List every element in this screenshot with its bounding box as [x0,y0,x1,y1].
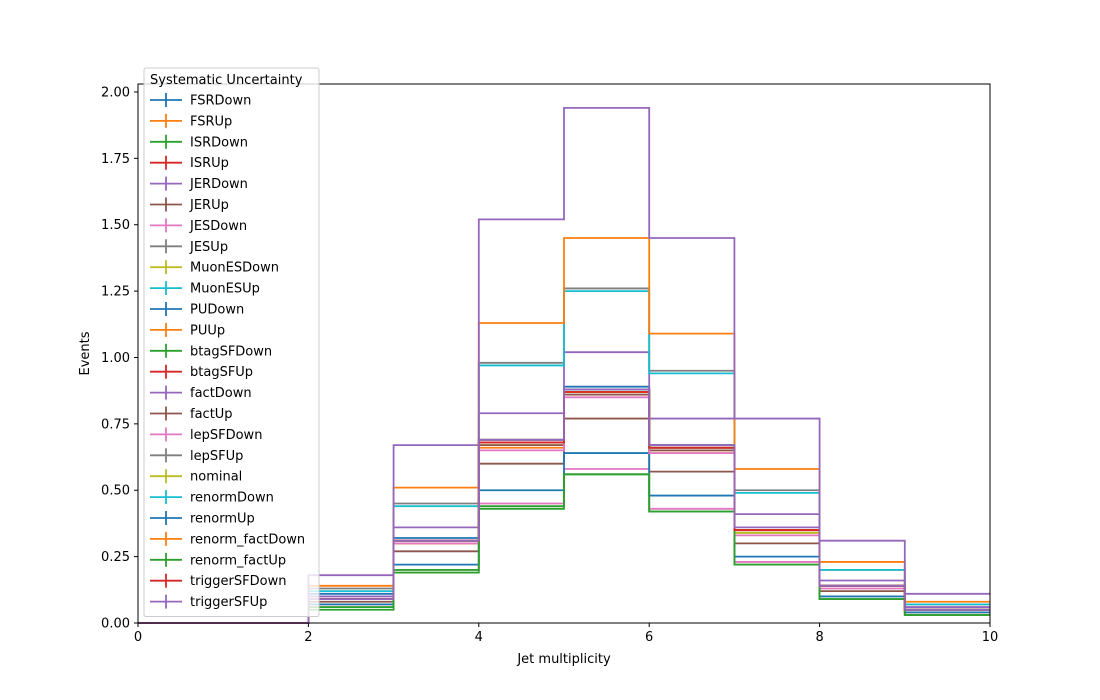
x-axis-label: Jet multiplicity [516,652,611,667]
x-tick-label: 4 [475,630,483,645]
legend-entry-ISRDown: ISRDown [150,134,248,150]
legend-label: btagSFDown [190,344,272,359]
y-tick-label: 1.50 [101,218,130,233]
legend-label: PUUp [190,323,225,338]
legend-label: MuonESUp [190,282,260,297]
legend-entry-JERDown: JERDown [150,176,248,192]
legend-entry-renorm_factDown: renorm_factDown [150,531,305,547]
legend-entry-PUDown: PUDown [150,302,244,318]
legend-label: lepSFUp [190,449,243,464]
legend-label: renorm_factDown [190,532,305,547]
y-tick-label: 1.75 [101,152,130,167]
legend-label: factDown [190,386,252,401]
x-tick-label: 2 [304,630,312,645]
legend-entry-btagSFUp: btagSFUp [150,364,253,380]
y-tick-label: 1.00 [101,351,130,366]
legend-label: renormDown [190,491,274,506]
legend-entry-PUUp: PUUp [150,322,225,338]
legend-label: lepSFDown [190,428,262,443]
legend-entry-renormDown: renormDown [150,490,274,506]
legend-label: FSRDown [190,94,251,109]
legend-label: JESUp [189,240,228,255]
legend-label: btagSFUp [190,365,253,380]
x-tick-label: 8 [815,630,823,645]
legend-entry-FSRDown: FSRDown [150,93,251,109]
legend-entry-triggerSFUp: triggerSFUp [150,594,267,610]
legend-entry-triggerSFDown: triggerSFDown [150,573,286,589]
legend-entry-JERUp: JERUp [150,197,229,213]
legend-label: renormUp [190,512,255,527]
axes-frame [137,83,991,624]
legend-entry-nominal: nominal [150,469,242,485]
legend-entry-JESUp: JESUp [150,239,228,255]
legend-entry-ISRUp: ISRUp [150,155,229,171]
legend-title: Systematic Uncertainty [150,73,303,88]
legend-box [143,67,320,617]
x-tick-label: 0 [134,630,142,645]
legend-entry-FSRUp: FSRUp [150,113,232,129]
legend-entry-renorm_factUp: renorm_factUp [150,552,286,568]
legend-label: JERUp [189,198,229,213]
legend-entry-renormUp: renormUp [150,511,255,527]
legend-entry-lepSFDown: lepSFDown [150,427,262,443]
legend-label: JERDown [189,177,248,192]
legend-entry-btagSFDown: btagSFDown [150,343,272,359]
x-axis-ticks: 0 2 4 6 8 10 [134,623,998,645]
y-tick-label: 2.00 [101,85,130,100]
legend-label: MuonESDown [190,261,279,276]
legend-label: factUp [190,407,233,422]
legend-entry-lepSFUp: lepSFUp [150,448,243,464]
legend-label: FSRUp [190,114,232,129]
y-tick-label: 0.75 [101,417,130,432]
legend-entry-JESDown: JESDown [150,218,247,234]
legend-entry-MuonESUp: MuonESUp [150,281,260,297]
y-tick-label: 0.00 [101,617,130,632]
x-tick-label: 6 [645,630,653,645]
legend-label: ISRUp [190,156,229,171]
legend-entries: FSRDown FSRUp ISRDown ISRUp JERDown JERUp JESD… [150,93,305,610]
legend: Systematic Uncertainty FSRDown FSRUp ISRDo… [143,67,320,617]
y-tick-label: 0.50 [101,484,130,499]
legend-label: JESDown [189,219,247,234]
legend-entry-MuonESDown: MuonESDown [150,260,279,276]
legend-label: renorm_factUp [190,553,286,568]
legend-label: nominal [190,470,242,485]
y-tick-label: 0.25 [101,550,130,565]
legend-entry-factDown: factDown [150,385,252,401]
y-tick-label: 1.25 [101,285,130,300]
x-tick-label: 10 [982,630,999,645]
legend-entry-factUp: factUp [150,406,233,422]
legend-label: triggerSFUp [190,595,267,610]
y-axis-label: Events [78,331,93,375]
y-axis-ticks: 0.00 0.25 0.50 0.75 1.00 1.25 1.50 1.75 2.00 [101,85,138,632]
legend-label: PUDown [190,303,244,318]
legend-label: ISRDown [190,135,248,150]
legend-label: triggerSFDown [190,574,286,589]
